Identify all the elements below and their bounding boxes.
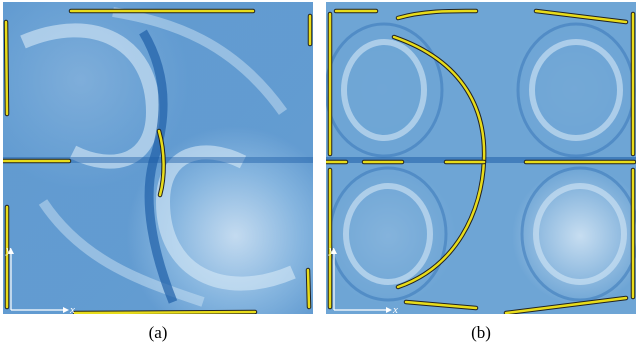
- panel-b-field-visualization: x y: [326, 2, 636, 314]
- panel-b-svg: x y: [326, 2, 636, 314]
- y-axis-label: y: [328, 244, 334, 256]
- x-axis-label: x: [69, 304, 75, 314]
- dark-ridge: [139, 29, 178, 304]
- caption-b: (b): [471, 323, 491, 342]
- y-axis-label: y: [5, 244, 11, 256]
- x-axis-label: x: [392, 304, 398, 314]
- panel-a-svg: x y: [3, 2, 313, 314]
- panel-a-field-visualization: x y: [3, 2, 313, 314]
- ridge-lines: [3, 8, 313, 314]
- caption-a: (a): [148, 323, 168, 342]
- axis-indicator: [8, 248, 69, 313]
- axis-indicator: [331, 248, 392, 313]
- ridge-lines: [326, 8, 636, 314]
